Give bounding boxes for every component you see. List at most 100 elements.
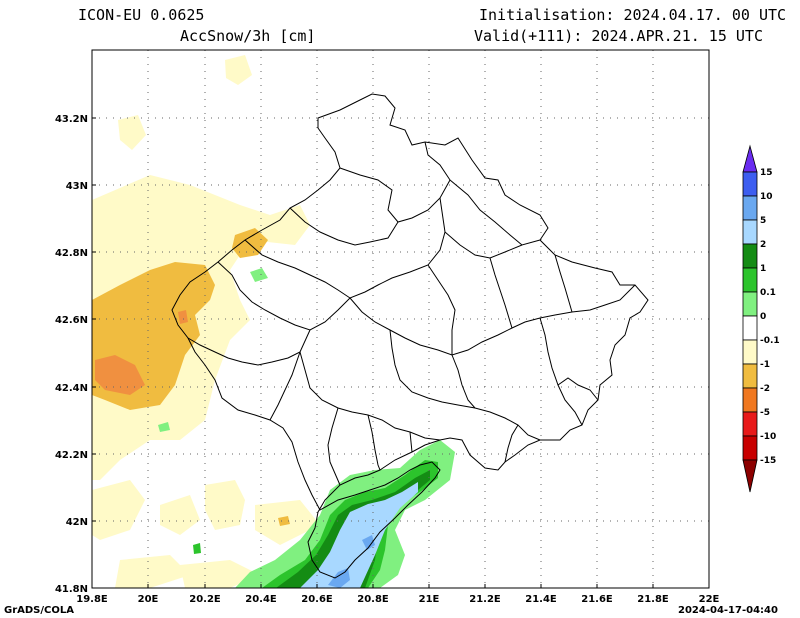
green-spot-2 (158, 422, 170, 432)
x-tick-label: 22E (699, 594, 720, 605)
x-tick-labels: 19.8E 20E 20.2E 20.4E 20.6E 20.8E 21E 21… (76, 594, 719, 605)
municipal-11 (187, 329, 311, 366)
colorbar-label: 0 (760, 312, 766, 322)
municipal-8 (427, 264, 456, 355)
orange-spot-south (278, 516, 290, 526)
cream-area-bottom3 (205, 480, 245, 530)
y-tick-label: 42.8N (55, 248, 88, 259)
colorbar-top-arrow (742, 144, 758, 173)
init-time: Initialisation: 2024.04.17. 00 UTC (479, 6, 787, 24)
colorbar (742, 144, 758, 493)
variable-title: AccSnow/3h [cm] (180, 27, 316, 45)
y-tick-label: 42.6N (55, 315, 88, 326)
x-tick-label: 20.8E (357, 594, 389, 605)
x-tick-label: 19.8E (76, 594, 108, 605)
municipal-16 (269, 351, 301, 421)
x-tick-label: 21.2E (469, 594, 501, 605)
colorbar-label: -15 (760, 456, 776, 466)
blue-spot (328, 568, 350, 588)
colorbar-label: 2 (760, 240, 766, 250)
x-tick-label: 21.6E (581, 594, 613, 605)
colorbar-swatch (742, 387, 758, 413)
municipal-12 (299, 351, 441, 441)
colorbar-swatch (742, 219, 758, 245)
country-border (171, 93, 649, 579)
colorbar-label: 10 (760, 192, 773, 202)
municipal-20 (557, 377, 599, 401)
light-blue-area (300, 482, 418, 588)
colorbar-swatch (742, 315, 758, 341)
y-tick-labels: 43.2N 43N 42.8N 42.6N 42.4N 42.2N 42N 41… (55, 114, 88, 595)
cream-area-bottom (92, 480, 145, 540)
municipal-4 (449, 179, 541, 246)
cream-area-bottom2 (160, 495, 200, 535)
municipal-10 (554, 254, 573, 313)
colorbar-swatch (742, 435, 758, 461)
cream-area-top (225, 55, 252, 85)
municipal-5 (444, 231, 523, 259)
colorbar-label: -5 (760, 408, 770, 418)
blue-spot2 (362, 535, 375, 550)
municipal-21 (504, 424, 519, 463)
colorbar-swatch (742, 411, 758, 437)
valid-time: Valid(+111): 2024.APR.21. 15 UTC (474, 27, 763, 45)
colorbar-swatch (742, 243, 758, 269)
colorbar-label: -10 (760, 432, 776, 442)
municipal-6 (217, 261, 351, 331)
municipal-1 (339, 141, 451, 223)
timestamp-text: 2024-04-17-04:40 (678, 605, 778, 616)
municipal-3 (244, 197, 446, 299)
municipal-19 (409, 431, 413, 453)
colorbar-label: 1 (760, 264, 766, 274)
colorbar-swatch (742, 291, 758, 317)
x-tick-label: 20.2E (189, 594, 221, 605)
colorbar-label: -2 (760, 384, 770, 394)
colorbar-label: 15 (760, 168, 773, 178)
y-tick-label: 43.2N (55, 114, 88, 125)
colorbar-swatch (742, 171, 758, 197)
axis-ticks (91, 117, 710, 589)
y-tick-label: 43N (66, 181, 88, 192)
municipal-18 (367, 414, 381, 471)
graticule (92, 50, 709, 588)
y-tick-label: 42.4N (55, 383, 88, 394)
municipal-17 (327, 407, 341, 486)
colorbar-label: 5 (760, 216, 766, 226)
dark-orange-spot (178, 310, 188, 324)
dark-orange-area (95, 355, 145, 395)
kosovo-borders (171, 93, 649, 579)
cream-area-east (115, 555, 190, 588)
x-tick-label: 21.4E (525, 594, 557, 605)
green-spot-3 (193, 543, 201, 554)
y-tick-label: 42N (66, 517, 88, 528)
x-tick-label: 21.8E (637, 594, 669, 605)
colorbar-label: 0.1 (760, 288, 776, 298)
snow-field (92, 55, 455, 588)
colorbar-swatch (742, 195, 758, 221)
y-tick-label: 42.2N (55, 450, 88, 461)
colorbar-swatch (742, 267, 758, 293)
x-tick-label: 20.4E (245, 594, 277, 605)
municipal-15 (539, 317, 583, 426)
colorbar-label: -1 (760, 360, 770, 370)
colorbar-bottom-arrow (742, 459, 758, 493)
colorbar-label: -0.1 (760, 336, 780, 346)
municipal-9 (489, 257, 513, 329)
y-tick-label: 41.8N (55, 584, 88, 595)
credit-text: GrADS/COLA (4, 605, 74, 616)
cream-area-east2 (180, 560, 260, 588)
colorbar-labels: 15 10 5 2 1 0.1 0 -0.1 -1 -2 -5 -10 -15 (760, 168, 780, 466)
green-spot-1 (250, 268, 268, 282)
orange-area-north (232, 228, 268, 258)
colorbar-swatch (742, 363, 758, 389)
x-tick-label: 21E (419, 594, 440, 605)
x-tick-label: 20.6E (301, 594, 333, 605)
x-tick-label: 20E (138, 594, 159, 605)
cream-area-north (118, 115, 146, 150)
municipal-7 (349, 284, 636, 356)
municipal-2 (289, 207, 399, 246)
model-title: ICON-EU 0.0625 (78, 6, 205, 24)
municipal-13 (389, 329, 541, 441)
municipal-14 (451, 354, 476, 409)
